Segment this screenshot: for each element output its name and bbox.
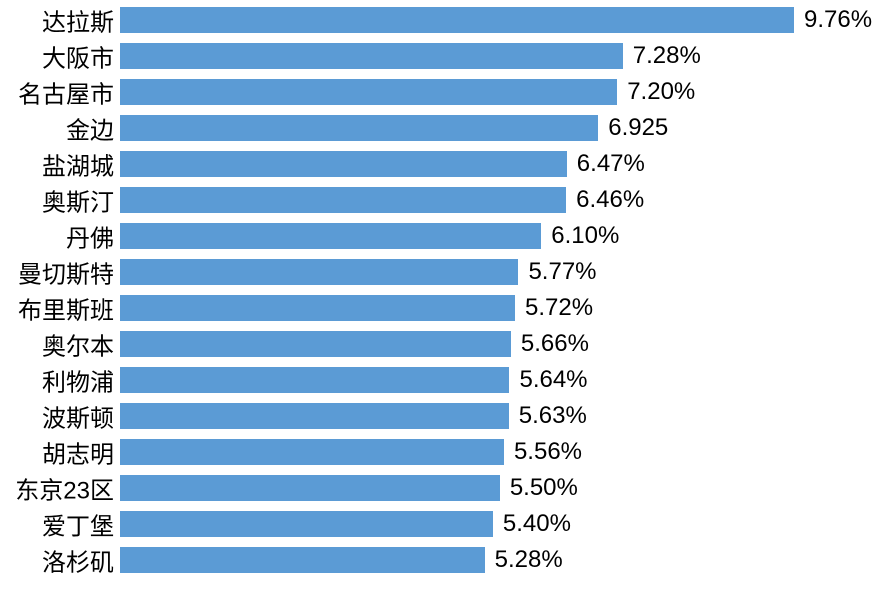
bar-label: 东京23区 (15, 471, 114, 506)
bar-row: 金边 6.925 (0, 110, 894, 146)
bar-value: 9.76% (804, 6, 872, 34)
bar-label: 达拉斯 (42, 3, 114, 38)
bar-row: 奥斯汀 6.46% (0, 182, 894, 218)
bar-label: 奥斯汀 (42, 183, 114, 218)
bar (120, 403, 509, 429)
bar-value: 7.20% (627, 78, 695, 106)
bar (120, 79, 617, 105)
bar-value: 5.64% (519, 366, 587, 394)
bar-value: 7.28% (633, 42, 701, 70)
bar-label: 曼切斯特 (18, 255, 114, 290)
bar-row: 奥尔本 5.66% (0, 326, 894, 362)
bar-label: 布里斯班 (18, 291, 114, 326)
bar-value: 5.63% (519, 402, 587, 430)
bar (120, 43, 623, 69)
bar-label: 大阪市 (42, 39, 114, 74)
bar-row: 丹佛 6.10% (0, 218, 894, 254)
bar (120, 151, 567, 177)
bar-row: 波斯顿 5.63% (0, 398, 894, 434)
bar (120, 115, 598, 141)
bar-value: 6.10% (551, 222, 619, 250)
bar-value: 6.46% (576, 186, 644, 214)
bar-value: 5.28% (495, 546, 563, 574)
bar-label: 金边 (66, 111, 114, 146)
bar-row: 盐湖城 6.47% (0, 146, 894, 182)
bar-label: 名古屋市 (18, 75, 114, 110)
bar (120, 187, 566, 213)
bar-row: 达拉斯 9.76% (0, 2, 894, 38)
bar-row: 名古屋市 7.20% (0, 74, 894, 110)
bar-row: 胡志明 5.56% (0, 434, 894, 470)
bar (120, 223, 541, 249)
bar-row: 曼切斯特 5.77% (0, 254, 894, 290)
bar (120, 439, 504, 465)
bar (120, 367, 509, 393)
bar-row: 爱丁堡 5.40% (0, 506, 894, 542)
bar (120, 475, 500, 501)
bar-row: 大阪市 7.28% (0, 38, 894, 74)
bar (120, 511, 493, 537)
bar-label: 丹佛 (66, 219, 114, 254)
bar-label: 利物浦 (42, 363, 114, 398)
bar (120, 331, 511, 357)
bar-label: 胡志明 (42, 435, 114, 470)
bar-label: 洛杉矶 (42, 543, 114, 578)
bar-row: 东京23区 5.50% (0, 470, 894, 506)
bar-row: 洛杉矶 5.28% (0, 542, 894, 578)
bar-row: 利物浦 5.64% (0, 362, 894, 398)
bar-label: 波斯顿 (42, 399, 114, 434)
bar-value: 5.56% (514, 438, 582, 466)
bar-row: 布里斯班 5.72% (0, 290, 894, 326)
horizontal-bar-chart: 达拉斯 9.76% 大阪市 7.28% 名古屋市 7.20% 金边 6.925 盐湖城 6.47%… (0, 0, 894, 596)
bar-value: 5.66% (521, 330, 589, 358)
bar (120, 259, 518, 285)
bar-value: 5.77% (528, 258, 596, 286)
bar-value: 6.47% (577, 150, 645, 178)
bar-label: 爱丁堡 (42, 507, 114, 542)
bar-value: 6.925 (608, 114, 668, 142)
bar-value: 5.40% (503, 510, 571, 538)
bar (120, 295, 515, 321)
bar-value: 5.72% (525, 294, 593, 322)
bar (120, 547, 485, 573)
bar-label: 盐湖城 (42, 147, 114, 182)
bar (120, 7, 794, 33)
bar-label: 奥尔本 (42, 327, 114, 362)
bar-value: 5.50% (510, 474, 578, 502)
